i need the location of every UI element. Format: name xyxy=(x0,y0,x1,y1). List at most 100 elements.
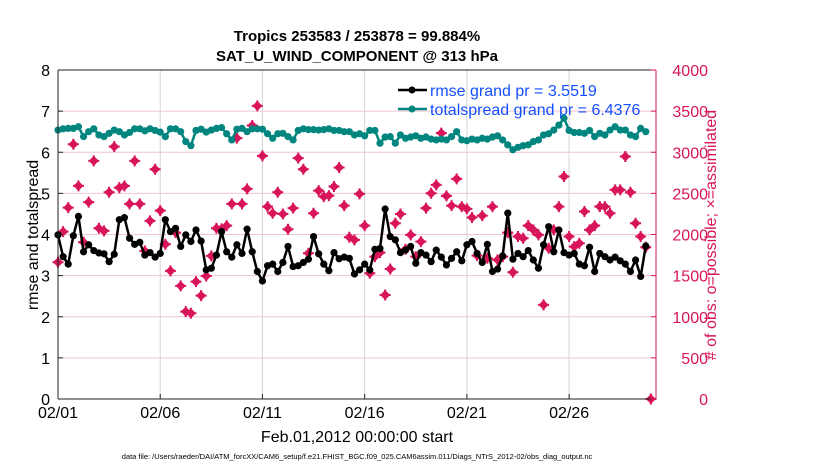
obs-count-point xyxy=(624,186,636,198)
obs-cross xyxy=(538,299,550,311)
obs-count-point xyxy=(558,171,570,183)
y-axis-label: rmse and totalspread xyxy=(25,160,42,310)
totalspread-point xyxy=(391,139,399,147)
obs-cross xyxy=(72,180,84,192)
y2-tick-label: 500 xyxy=(681,351,708,368)
y-tick-label: 1 xyxy=(41,351,50,368)
obs-count-point xyxy=(466,212,478,224)
totalspread-point xyxy=(366,126,374,135)
y2-axis-label: # of obs: o=possible; ×=assimilated xyxy=(703,110,720,360)
obs-cross xyxy=(282,223,294,235)
totalspread-point xyxy=(330,126,338,135)
obs-count-point xyxy=(313,185,325,197)
obs-count-point xyxy=(297,163,309,175)
rmse-point xyxy=(442,261,451,269)
obs-cross xyxy=(262,201,274,213)
x-tick-label: 02/11 xyxy=(243,405,282,422)
obs-cross xyxy=(415,236,427,248)
obs-cross xyxy=(354,188,366,200)
rmse-point xyxy=(258,277,267,285)
obs-count-point xyxy=(164,265,176,277)
obs-cross xyxy=(446,200,458,212)
obs-cross xyxy=(277,208,289,220)
obs-count-point xyxy=(323,190,335,202)
rmse-point xyxy=(524,246,532,255)
obs-count-point xyxy=(430,179,442,191)
totalspread-point xyxy=(177,128,185,136)
obs-cross xyxy=(154,205,166,217)
obs-count-point xyxy=(532,229,544,241)
obs-cross xyxy=(394,208,406,220)
obs-count-point xyxy=(630,217,642,229)
obs-cross xyxy=(440,190,452,202)
obs-count-point xyxy=(573,237,585,249)
obs-count-point xyxy=(405,229,417,241)
obs-cross xyxy=(164,265,176,277)
obs-cross xyxy=(558,171,570,183)
rmse-point xyxy=(217,228,226,236)
obs-count-point xyxy=(599,201,611,213)
totalspread-point xyxy=(90,125,98,133)
obs-count-point xyxy=(604,207,616,219)
legend: rmse grand pr = 3.5519 totalspread grand… xyxy=(398,83,640,119)
totalspread-point xyxy=(591,133,599,141)
rmse-point xyxy=(330,248,338,257)
rmse-point xyxy=(100,250,108,258)
obs-cross xyxy=(308,207,320,219)
obs-cross xyxy=(175,280,187,292)
legend-rmse-marker xyxy=(408,86,416,94)
obs-count-point xyxy=(292,152,304,164)
rmse-point xyxy=(325,267,333,275)
obs-count-point xyxy=(282,223,294,235)
rmse-point xyxy=(355,266,364,274)
totalspread-point xyxy=(263,130,272,138)
rmse-point xyxy=(64,260,72,268)
rmse-point xyxy=(151,253,159,261)
obs-count-point xyxy=(527,224,539,236)
rmse-point xyxy=(228,253,236,261)
obs-count-point xyxy=(62,202,74,214)
rmse-point xyxy=(514,249,522,258)
rmse-point xyxy=(136,238,144,246)
rmse-point xyxy=(197,237,205,245)
obs-count-point xyxy=(88,155,100,167)
y2-tick-label: 4000 xyxy=(672,63,708,80)
rmse-point xyxy=(309,232,318,241)
obs-count-point xyxy=(103,186,115,198)
obs-cross xyxy=(267,207,279,219)
rmse-point xyxy=(366,266,374,274)
obs-count-point xyxy=(134,198,146,210)
obs-cross xyxy=(599,201,611,213)
obs-count-point xyxy=(175,280,187,292)
obs-count-point xyxy=(144,215,156,227)
obs-count-point xyxy=(108,141,120,153)
rmse-point xyxy=(478,258,486,267)
totalspread-point xyxy=(79,133,88,141)
obs-count-point xyxy=(277,208,289,220)
obs-count-point xyxy=(446,200,458,212)
obs-count-point xyxy=(486,201,498,213)
y-tick-label: 0 xyxy=(41,392,50,409)
obs-cross xyxy=(405,229,417,241)
rmse-point xyxy=(437,253,445,261)
totalspread-point xyxy=(504,141,512,149)
rmse-point xyxy=(412,259,420,267)
obs-cross xyxy=(241,183,253,195)
obs-count-point xyxy=(507,266,519,278)
rmse-point xyxy=(432,246,440,254)
obs-cross xyxy=(359,220,371,232)
rmse-point xyxy=(427,258,435,266)
rmse-point xyxy=(345,254,353,262)
obs-count-point xyxy=(476,210,488,222)
obs-cross xyxy=(195,290,207,302)
y-tick-label: 5 xyxy=(41,186,50,203)
rmse-point xyxy=(243,225,251,233)
y-tick-label: 3 xyxy=(41,269,50,286)
totalspread-point xyxy=(601,131,609,139)
totalspread-point xyxy=(223,130,231,138)
rmse-point xyxy=(177,242,185,251)
obs-cross xyxy=(287,202,299,214)
totalspread-point xyxy=(228,136,236,144)
series-layer xyxy=(52,100,657,405)
